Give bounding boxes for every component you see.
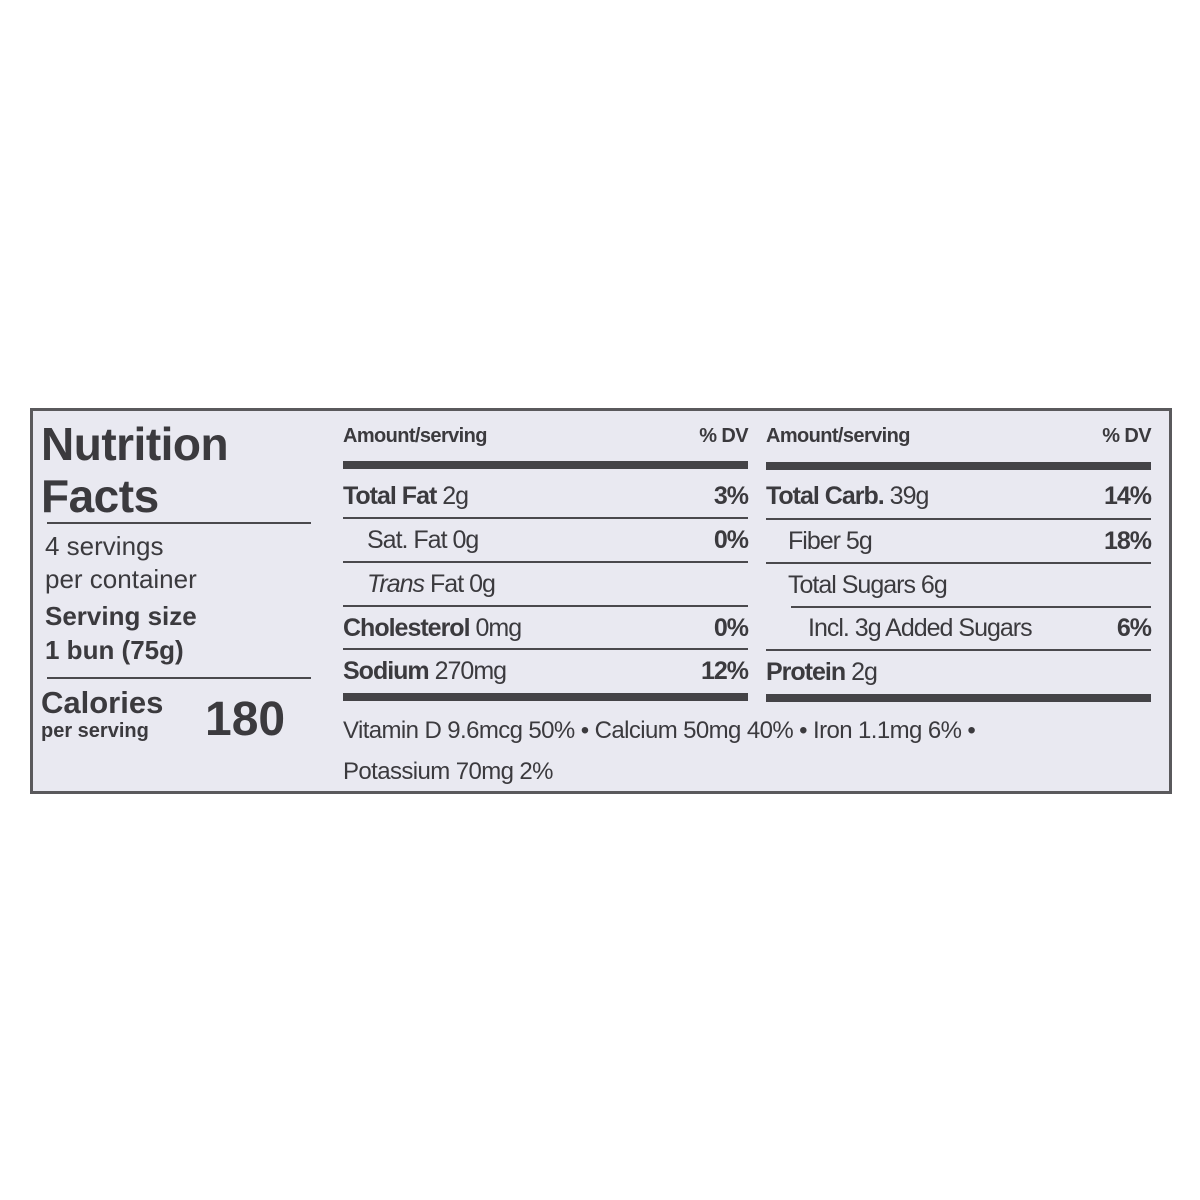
divider <box>47 677 311 679</box>
calories-value: 180 <box>205 693 286 746</box>
row-cholesterol: Cholesterol 0mg 0% <box>343 613 749 642</box>
header-dv: % DV <box>699 425 748 447</box>
servings-per-container: 4 servings <box>45 531 164 561</box>
header-amount: Amount/serving <box>343 425 487 447</box>
servings-per-container-line2: per container <box>45 564 197 594</box>
divider <box>47 522 311 524</box>
divider <box>343 605 748 607</box>
row-added-sugars: Incl. 3g Added Sugars 6% <box>808 613 1152 642</box>
serving-size-value: 1 bun (75g) <box>45 635 184 665</box>
calories-label: Calories <box>41 685 164 720</box>
title-nutrition: Nutrition <box>41 418 229 470</box>
vitamins-line-2: Potassium 70mg 2% <box>343 758 554 785</box>
row-total-fat: Total Fat 2g 3% <box>343 481 749 510</box>
divider <box>343 561 748 563</box>
row-sodium: Sodium 270mg 12% <box>343 656 749 685</box>
divider <box>766 562 1151 564</box>
calories-per-serving: per serving <box>41 720 149 742</box>
divider <box>766 649 1151 651</box>
row-sat-fat: Sat. Fat 0g 0% <box>367 525 749 554</box>
row-total-sugars: Total Sugars 6g <box>788 570 948 599</box>
header-dv: % DV <box>1102 425 1151 447</box>
vitamins-line-1: Vitamin D 9.6mcg 50% • Calcium 50mg 40% … <box>343 717 976 744</box>
row-trans-fat: Trans Fat 0g <box>367 569 496 598</box>
row-total-carb: Total Carb. 39g 14% <box>766 481 1152 510</box>
row-protein: Protein 2g <box>766 657 878 686</box>
divider <box>766 518 1151 520</box>
thick-divider <box>766 694 1151 702</box>
thick-divider <box>343 693 748 701</box>
divider <box>343 517 748 519</box>
thick-divider <box>343 461 748 469</box>
title-facts: Facts <box>41 470 159 522</box>
divider <box>791 606 1151 608</box>
thick-divider <box>766 462 1151 470</box>
row-fiber: Fiber 5g 18% <box>788 526 1152 555</box>
nutrition-facts-panel: Nutrition Facts 4 servings per container… <box>30 408 1172 794</box>
header-amount: Amount/serving <box>766 425 910 447</box>
serving-size-label: Serving size <box>45 601 197 631</box>
divider <box>343 648 748 650</box>
